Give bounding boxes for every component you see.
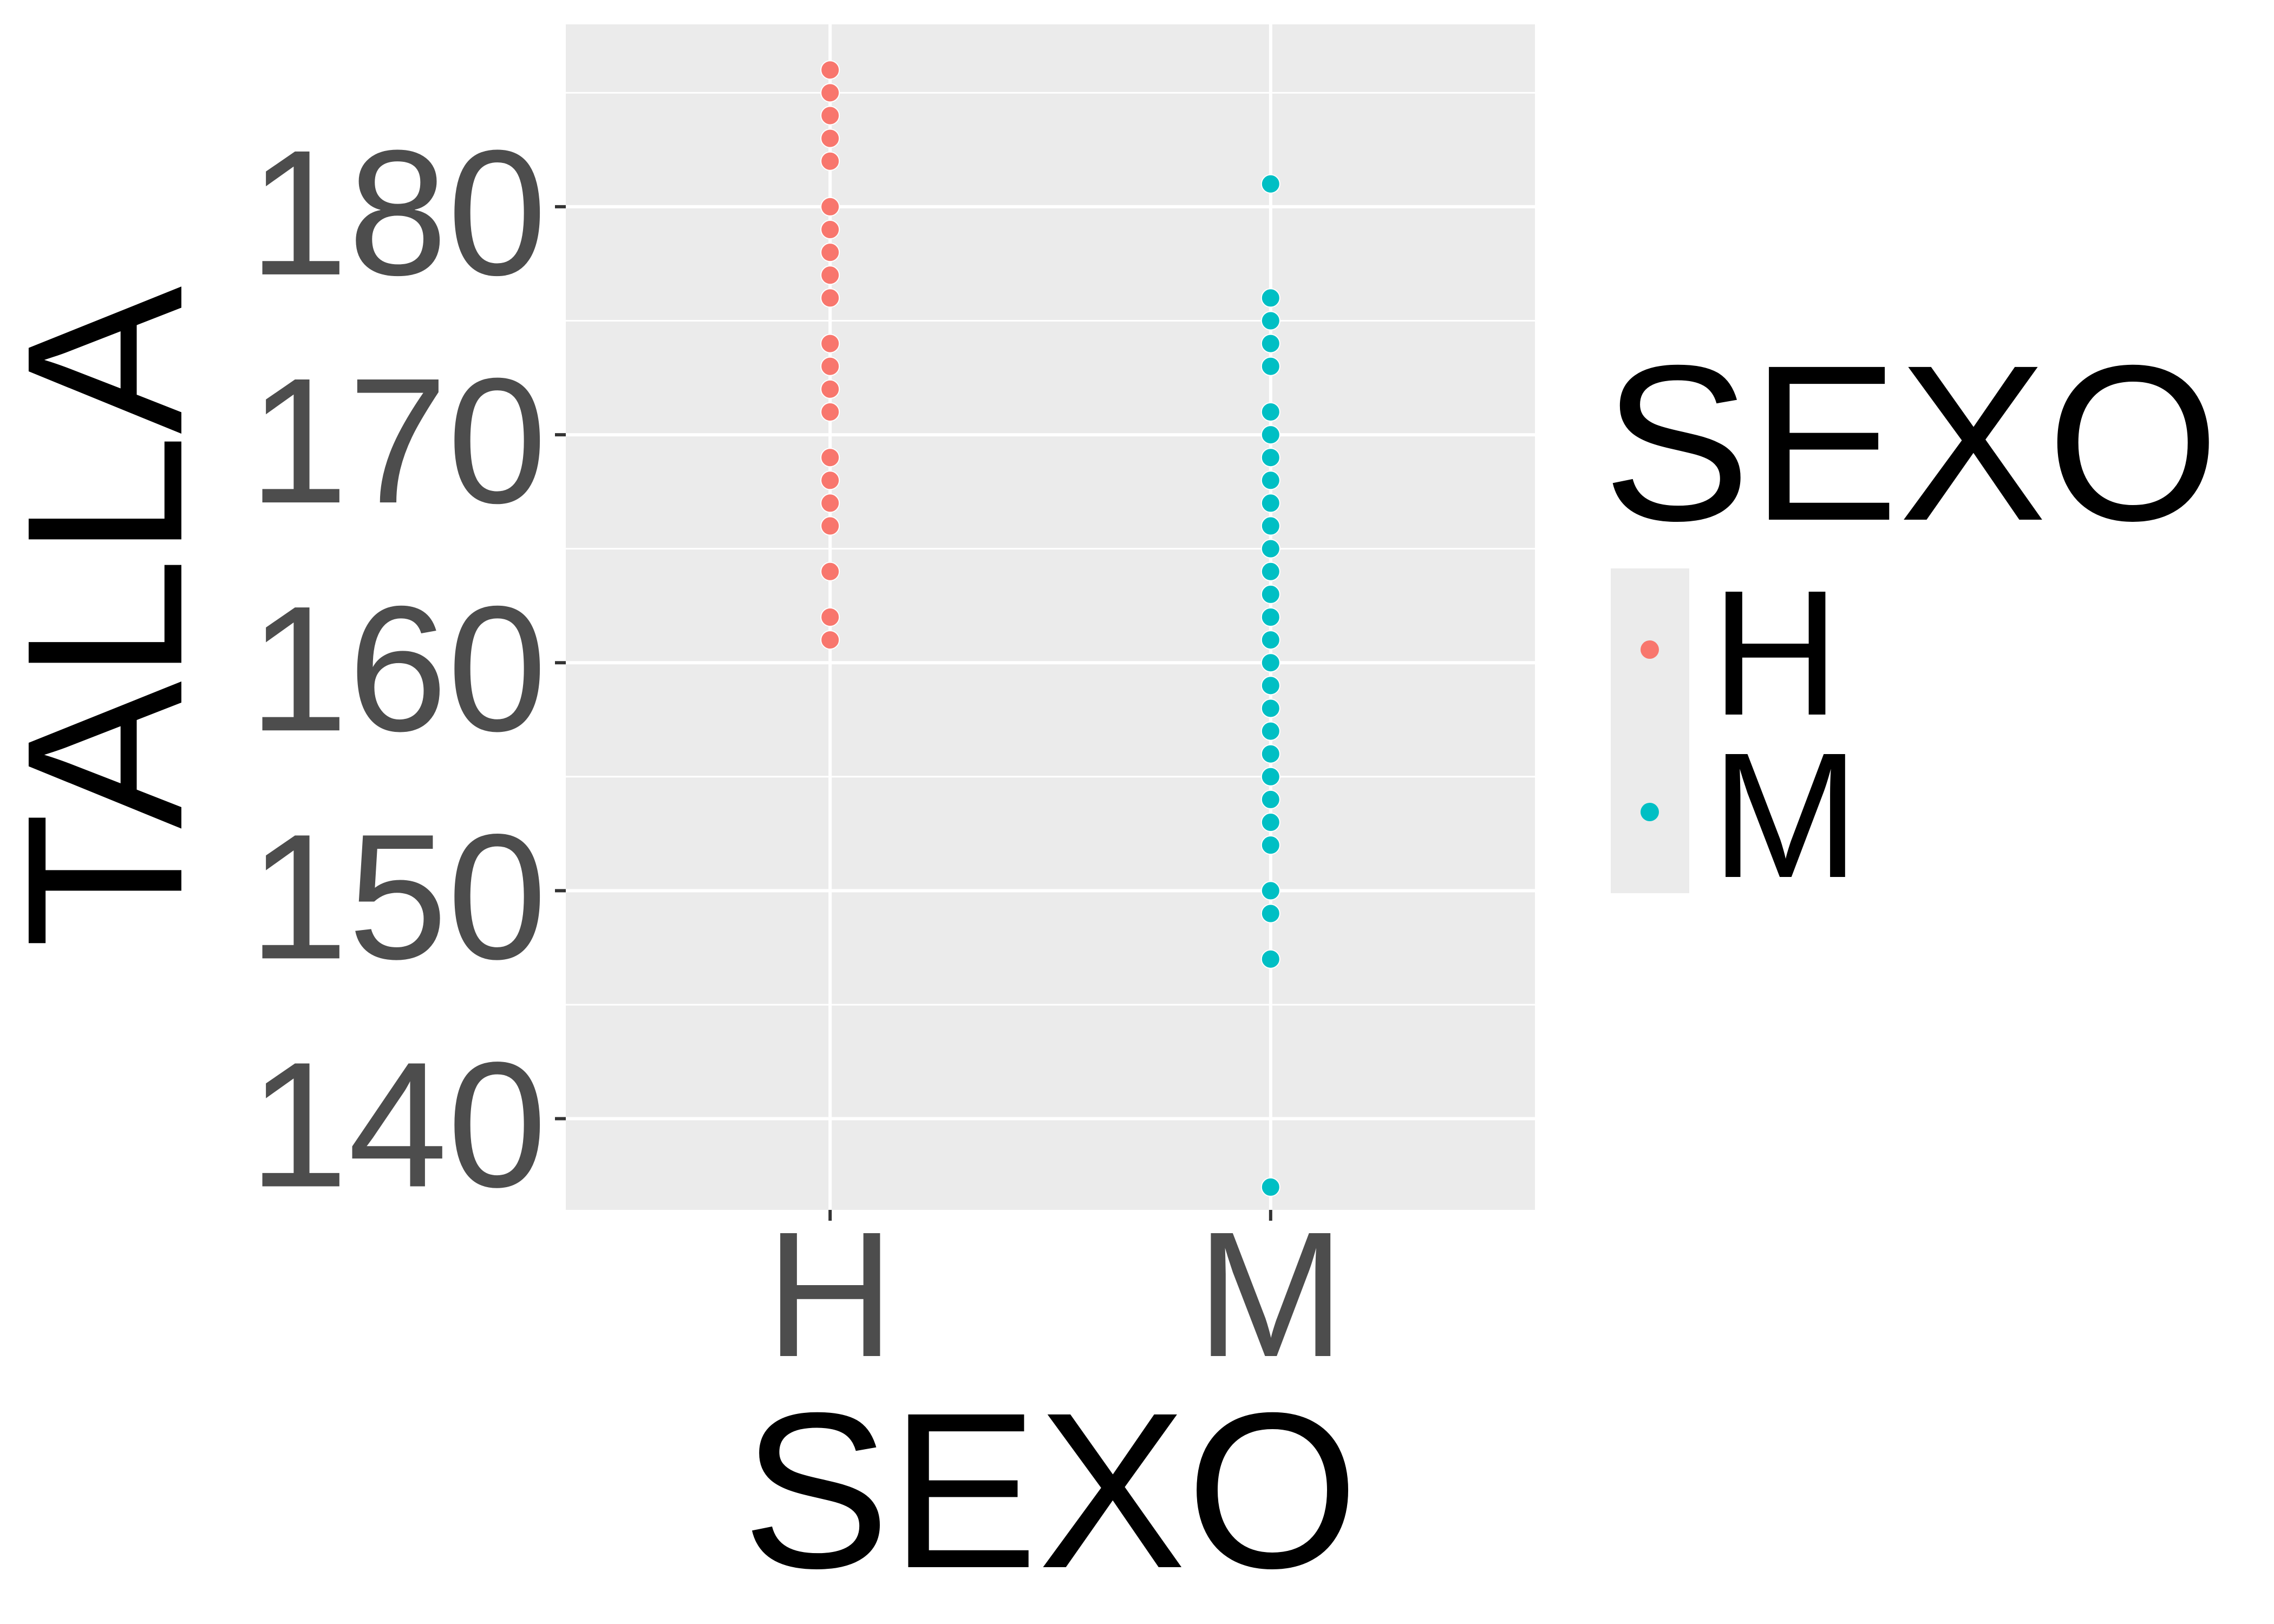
data-point-h (820, 128, 840, 148)
data-point-h (820, 448, 840, 468)
y-tick-label: 140 (249, 1025, 547, 1224)
legend-label: H (1711, 553, 1840, 752)
data-points (820, 60, 1280, 1197)
data-point-h (820, 151, 840, 171)
data-point-h (820, 607, 840, 627)
data-point-h (820, 265, 840, 285)
legend-title: SEXO (1603, 319, 2219, 567)
data-point-m (1260, 698, 1280, 718)
minor-gridlines (566, 91, 1535, 1006)
data-point-m (1260, 881, 1280, 901)
legend: SEXO HM (1603, 319, 2219, 915)
data-point-m (1260, 448, 1280, 468)
data-point-m (1260, 561, 1280, 581)
data-point-m (1260, 653, 1280, 673)
y-tick-label: 170 (249, 340, 547, 540)
y-axis-title: TALLA (0, 285, 228, 948)
x-axis-title: SEXO (742, 1366, 1358, 1614)
data-point-m (1260, 493, 1280, 513)
data-point-h (820, 402, 840, 422)
data-point-h (820, 379, 840, 399)
data-point-h (820, 106, 840, 126)
data-point-m (1260, 584, 1280, 604)
legend-key-m (1641, 803, 1659, 821)
data-point-m (1260, 789, 1280, 809)
data-point-m (1260, 516, 1280, 536)
data-point-h (820, 356, 840, 376)
data-point-h (820, 83, 840, 103)
data-point-m (1260, 311, 1280, 331)
data-point-m (1260, 607, 1280, 627)
data-point-h (820, 60, 840, 80)
data-point-h (820, 516, 840, 536)
data-point-h (820, 220, 840, 240)
data-point-m (1260, 676, 1280, 696)
data-point-m (1260, 835, 1280, 855)
data-point-h (820, 561, 840, 581)
legend-label: M (1711, 715, 1860, 915)
data-point-m (1260, 470, 1280, 490)
data-point-m (1260, 539, 1280, 559)
plot-panel (566, 24, 1535, 1210)
data-point-h (820, 630, 840, 650)
x-tick-label: H (766, 1194, 894, 1394)
data-point-m (1260, 903, 1280, 924)
data-point-m (1260, 425, 1280, 445)
data-point-m (1260, 721, 1280, 741)
legend-key-h (1641, 640, 1659, 659)
data-point-m (1260, 813, 1280, 833)
y-tick-label: 150 (249, 796, 547, 996)
data-point-m (1260, 402, 1280, 422)
data-point-h (820, 197, 840, 217)
data-point-h (820, 493, 840, 513)
data-point-h (820, 288, 840, 308)
data-point-h (820, 333, 840, 353)
data-point-h (820, 243, 840, 263)
data-point-m (1260, 174, 1280, 194)
data-point-m (1260, 356, 1280, 376)
data-point-m (1260, 1177, 1280, 1197)
data-point-m (1260, 333, 1280, 353)
data-point-m (1260, 630, 1280, 650)
y-axis: 140 150 160 170 180 (249, 113, 566, 1224)
data-point-m (1260, 767, 1280, 787)
data-point-m (1260, 949, 1280, 969)
data-point-m (1260, 288, 1280, 308)
legend-key-background (1611, 568, 1689, 893)
x-tick-label: M (1196, 1194, 1345, 1394)
data-point-m (1260, 744, 1280, 764)
y-tick-label: 180 (249, 113, 547, 312)
y-tick-label: 160 (249, 568, 547, 768)
data-point-h (820, 470, 840, 490)
